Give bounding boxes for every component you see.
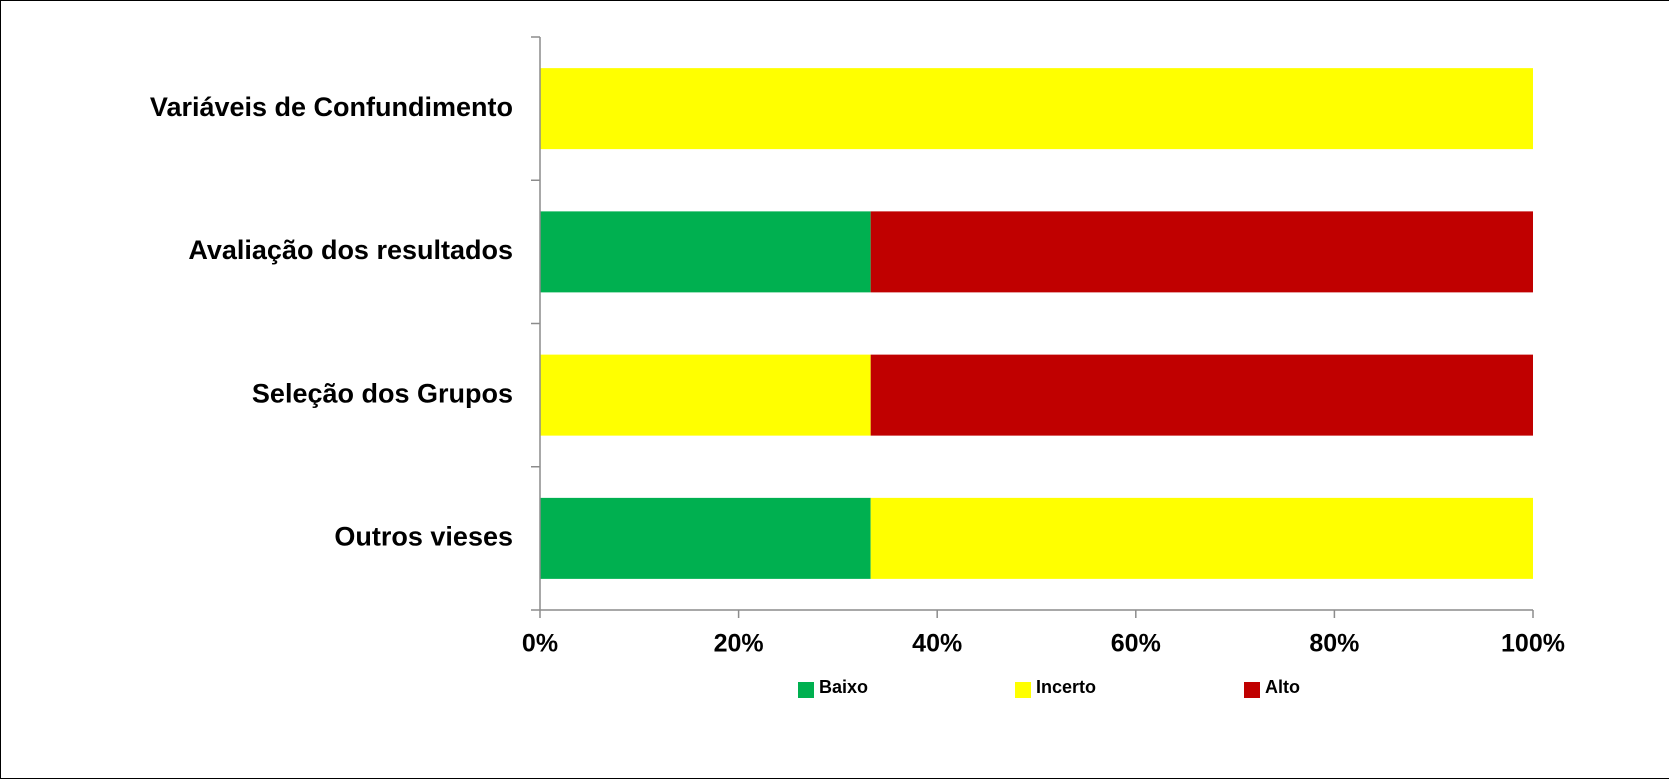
legend-label: Alto bbox=[1265, 677, 1300, 697]
bar-avaliacao-dos-resultados-baixo bbox=[540, 211, 871, 293]
x-tick-label: 20% bbox=[714, 630, 764, 658]
x-tick-label: 0% bbox=[522, 630, 558, 658]
legend-swatch bbox=[798, 682, 814, 698]
legend-item-incerto: Incerto bbox=[1015, 677, 1096, 698]
bar-variaveis-de-confundimento-incerto bbox=[540, 68, 1533, 150]
bar-outros-vieses-incerto bbox=[870, 497, 1533, 579]
bar-selecao-dos-grupos-alto bbox=[870, 354, 1533, 436]
legend: Baixo Incerto Alto bbox=[798, 677, 1300, 698]
category-label: Variáveis de Confundimento bbox=[150, 92, 513, 122]
legend-label: Incerto bbox=[1036, 677, 1096, 697]
category-label: Seleção dos Grupos bbox=[252, 378, 513, 408]
legend-label: Baixo bbox=[819, 677, 868, 697]
x-tick-labels: 0% 20% 40% 60% 80% 100% bbox=[522, 630, 1565, 658]
x-tick-label: 60% bbox=[1111, 630, 1161, 658]
legend-swatch bbox=[1015, 682, 1031, 698]
category-label: Avaliação dos resultados bbox=[188, 235, 513, 265]
bar-avaliacao-dos-resultados-alto bbox=[870, 211, 1533, 293]
category-label: Outros vieses bbox=[334, 522, 513, 552]
axis-ticks bbox=[531, 36, 1534, 618]
bar-outros-vieses-baixo bbox=[540, 497, 871, 579]
legend-item-alto: Alto bbox=[1244, 677, 1300, 698]
x-tick-label: 40% bbox=[912, 630, 962, 658]
x-tick-label: 80% bbox=[1309, 630, 1359, 658]
legend-swatch bbox=[1244, 682, 1260, 698]
legend-item-baixo: Baixo bbox=[798, 677, 868, 698]
bar-selecao-dos-grupos-incerto bbox=[540, 354, 871, 436]
x-tick-label: 100% bbox=[1501, 630, 1565, 658]
bars-layer bbox=[540, 68, 1533, 579]
category-labels: Variáveis de Confundimento Avaliação dos … bbox=[150, 92, 513, 552]
